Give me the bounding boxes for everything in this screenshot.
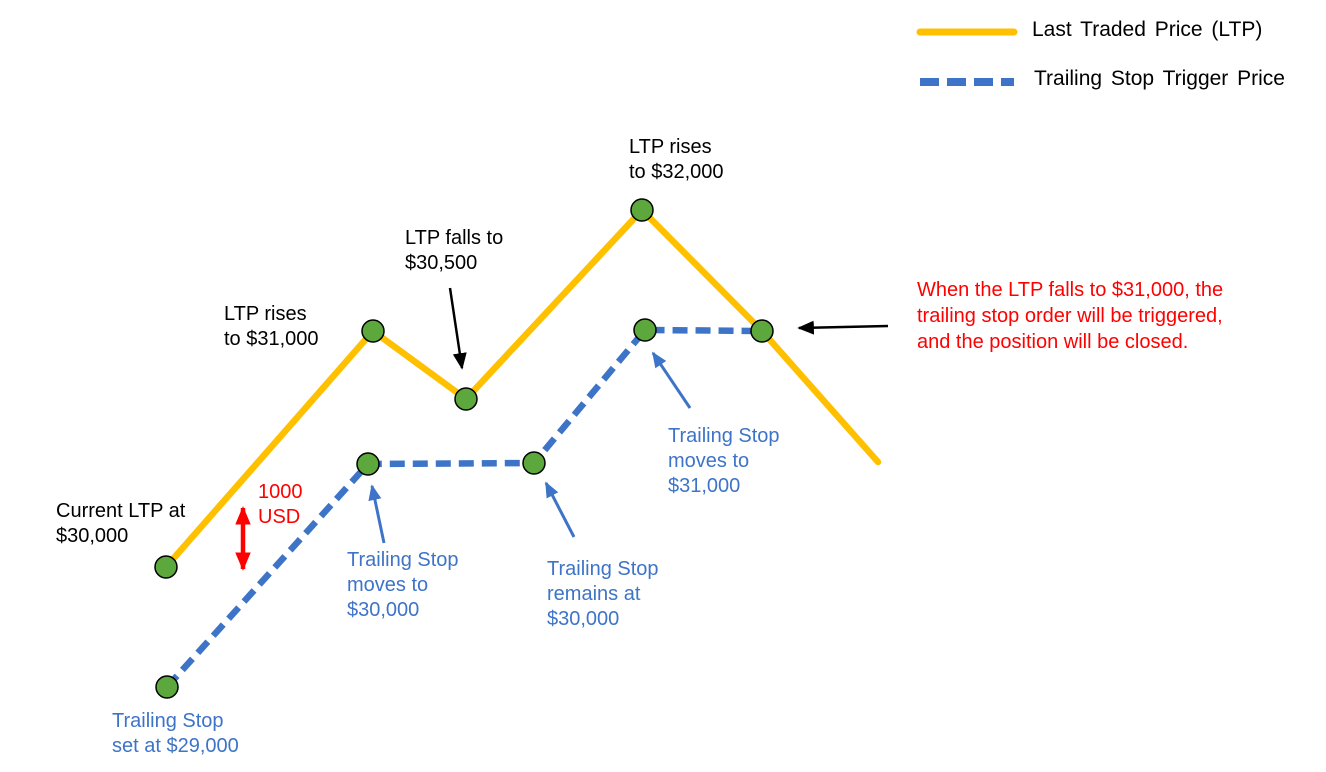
ts-remains-30k-line3: $30,000 (547, 608, 620, 630)
trigger-note-line2: trailing stop order will be triggered, (917, 305, 1223, 327)
point-ts-set-29000 (155, 675, 179, 699)
ts-moves-31k-line3: $31,000 (668, 475, 741, 497)
ts-set-29k-label: Trailing Stop set at $29,000 (112, 709, 239, 759)
ts-moves-30k-label: Trailing Stop moves to $30,000 (347, 548, 459, 623)
trigger-note-line3: and the position will be closed. (917, 331, 1189, 353)
trail-distance-label: 1000 USD (258, 480, 303, 530)
point-trigger-31000 (750, 319, 774, 343)
ltp-falls-305k-label: LTP falls to $30,500 (405, 226, 503, 276)
ts-remains-30k-line2: remains at (547, 583, 641, 605)
point-ts-moves-30000 (356, 452, 380, 476)
ts-remains-30k-label: Trailing Stop remains at $30,000 (547, 557, 659, 632)
ts-moves-30k-arrow (368, 484, 386, 544)
ltp-rises-31k-label: LTP rises to $31,000 (224, 302, 319, 352)
ts-moves-31k-arrow (651, 351, 692, 409)
ltp-rises-31k-line2: to $31,000 (224, 328, 319, 350)
ts-moves-31k-line1: Trailing Stop (668, 425, 780, 447)
ts-remains-30k-arrow (544, 481, 576, 538)
ts-moves-30k-line3: $30,000 (347, 599, 420, 621)
ts-moves-30k-line1: Trailing Stop (347, 549, 459, 571)
trigger-note-line1: When the LTP falls to $31,000, the (917, 279, 1224, 301)
current-ltp-line1: Current LTP at (56, 500, 186, 522)
point-current-ltp-30000 (154, 555, 178, 579)
ltp-rises-32k-line1: LTP rises (629, 136, 712, 158)
current-ltp-label: Current LTP at $30,000 (56, 499, 185, 549)
ts-set-29k-line1: Trailing Stop (112, 710, 224, 732)
ts-moves-30k-line2: moves to (347, 574, 429, 596)
trigger-point-arrow (797, 320, 889, 335)
ltp-rises-31k-line1: LTP rises (224, 303, 307, 325)
point-ltp-31000 (361, 319, 385, 343)
ts-moves-31k-line2: moves to (668, 450, 750, 472)
ltp-price-line (162, 206, 882, 571)
ltp-rises-32k-line2: to $32,000 (629, 161, 724, 183)
legend-label-ltp: Last Traded Price (LTP) (1032, 18, 1263, 41)
point-ltp-30500 (454, 387, 478, 411)
point-ts-moves-31000 (633, 318, 657, 342)
ts-set-29k-line2: set at $29,000 (112, 735, 239, 757)
ltp-rises-32k-label: LTP rises to $32,000 (629, 135, 724, 185)
ltp-falls-305k-line1: LTP falls to (405, 227, 504, 249)
point-ts-remains-30000 (522, 451, 546, 475)
current-ltp-line2: $30,000 (56, 525, 129, 547)
ltp-falls-arrow (448, 287, 467, 370)
point-ltp-32000 (630, 198, 654, 222)
trigger-note: When the LTP falls to $31,000, the trail… (917, 277, 1223, 355)
ts-remains-30k-line1: Trailing Stop (547, 558, 659, 580)
ts-moves-31k-label: Trailing Stop moves to $31,000 (668, 424, 780, 499)
ltp-falls-305k-line2: $30,500 (405, 252, 478, 274)
legend-label-trailing-stop: Trailing Stop Trigger Price (1034, 67, 1285, 90)
trail-distance-line2: USD (258, 506, 301, 528)
trail-distance-line1: 1000 (258, 481, 303, 503)
